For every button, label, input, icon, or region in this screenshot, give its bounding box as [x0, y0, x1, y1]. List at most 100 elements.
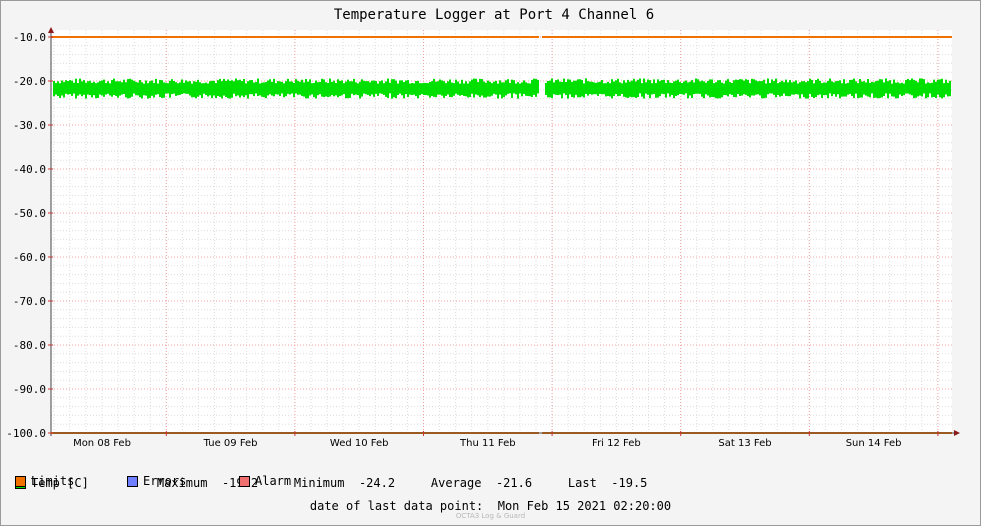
- temp-bar: [793, 81, 795, 95]
- temp-bar: [431, 81, 433, 97]
- temp-bar: [563, 78, 565, 94]
- temp-bar: [169, 80, 171, 98]
- temp-bar: [229, 80, 231, 99]
- temp-bar: [561, 81, 563, 99]
- temp-bar: [583, 83, 585, 98]
- temp-bar: [243, 78, 245, 98]
- temp-bar: [463, 83, 465, 96]
- temp-bar: [347, 79, 349, 99]
- temp-bar: [269, 79, 271, 95]
- temp-bar: [837, 80, 839, 95]
- x-tick-label: Mon 08 Feb: [73, 438, 131, 449]
- temp-bar: [131, 79, 133, 97]
- temp-bar: [249, 80, 251, 95]
- temp-bar: [365, 81, 367, 95]
- temp-bar: [795, 80, 797, 95]
- temp-bar: [757, 81, 759, 95]
- temp-bar: [599, 81, 601, 94]
- temp-bar: [603, 83, 605, 95]
- temp-bar: [711, 79, 713, 97]
- temp-bar: [371, 80, 373, 95]
- temp-bar: [557, 79, 559, 96]
- temp-bar: [559, 81, 561, 95]
- temp-bar: [743, 80, 745, 95]
- temp-bar: [807, 81, 809, 99]
- temp-bar: [261, 82, 263, 97]
- temp-bar: [185, 80, 187, 94]
- temp-bar: [551, 78, 553, 99]
- temp-bar: [783, 82, 785, 94]
- temp-bar: [875, 81, 877, 98]
- temp-bar: [811, 79, 813, 97]
- temp-bar: [917, 82, 919, 97]
- temp-bar: [523, 80, 525, 94]
- temp-bar: [857, 83, 859, 99]
- temp-bar: [277, 81, 279, 95]
- stat-last-label: Last: [567, 476, 597, 490]
- temp-bar: [339, 80, 341, 97]
- temp-bar: [427, 83, 429, 96]
- temp-bar: [379, 81, 381, 94]
- temp-bar: [595, 82, 597, 95]
- temp-bar: [749, 83, 751, 98]
- temp-bar: [125, 82, 127, 98]
- temp-bar: [679, 82, 681, 94]
- temp-bar: [913, 79, 915, 99]
- temp-bar: [351, 81, 353, 94]
- temp-bar: [149, 81, 151, 98]
- temp-bar: [89, 80, 91, 96]
- stat-maximum-label: Maximum: [156, 476, 208, 490]
- stat-last-value: -19.5: [611, 476, 648, 490]
- stat-average-label: Average: [430, 476, 482, 490]
- temp-bar: [53, 81, 55, 97]
- temp-bar: [497, 83, 499, 99]
- temp-bar: [289, 81, 291, 95]
- temp-bar: [257, 78, 259, 97]
- temp-bar: [667, 80, 669, 94]
- temp-bar: [421, 83, 423, 95]
- temp-bar: [207, 83, 209, 97]
- temp-bar: [643, 78, 645, 99]
- temp-bar: [329, 78, 331, 97]
- temp-bar: [145, 80, 147, 96]
- temp-bar: [677, 79, 679, 96]
- temp-bar: [251, 80, 253, 95]
- temp-bar: [231, 80, 233, 98]
- temp-bar: [137, 82, 139, 96]
- temp-bar: [929, 83, 931, 94]
- temp-bar: [681, 83, 683, 95]
- temp-bar: [205, 82, 207, 95]
- temp-bar: [947, 82, 949, 97]
- temp-bar: [907, 78, 909, 94]
- temp-bar: [663, 79, 665, 95]
- temp-bar: [657, 79, 659, 98]
- temp-bar: [731, 82, 733, 95]
- temp-bar: [237, 80, 239, 96]
- temp-bar: [115, 81, 117, 96]
- temp-bar: [359, 81, 361, 99]
- temp-bar: [625, 82, 627, 98]
- temp-bar: [879, 79, 881, 99]
- temp-bar: [751, 78, 753, 96]
- temp-bar: [515, 83, 517, 95]
- temp-bar: [859, 79, 861, 98]
- temp-bar: [215, 83, 217, 99]
- temp-bar: [889, 80, 891, 94]
- temp-bar: [191, 83, 193, 98]
- temp-bar: [389, 82, 391, 94]
- temp-bar: [571, 81, 573, 98]
- temp-bar: [745, 79, 747, 95]
- temp-bar: [579, 79, 581, 98]
- temp-bar: [147, 83, 149, 99]
- temp-bar: [535, 78, 537, 97]
- temp-bar: [919, 78, 921, 96]
- temp-bar: [337, 79, 339, 98]
- temp-bar: [303, 82, 305, 97]
- temp-bar: [399, 80, 401, 94]
- temp-bar: [367, 81, 369, 95]
- temp-bar: [167, 83, 169, 94]
- temp-bar: [323, 79, 325, 98]
- temp-bar: [593, 82, 595, 95]
- temp-bar: [665, 82, 667, 98]
- temp-bar: [755, 80, 757, 95]
